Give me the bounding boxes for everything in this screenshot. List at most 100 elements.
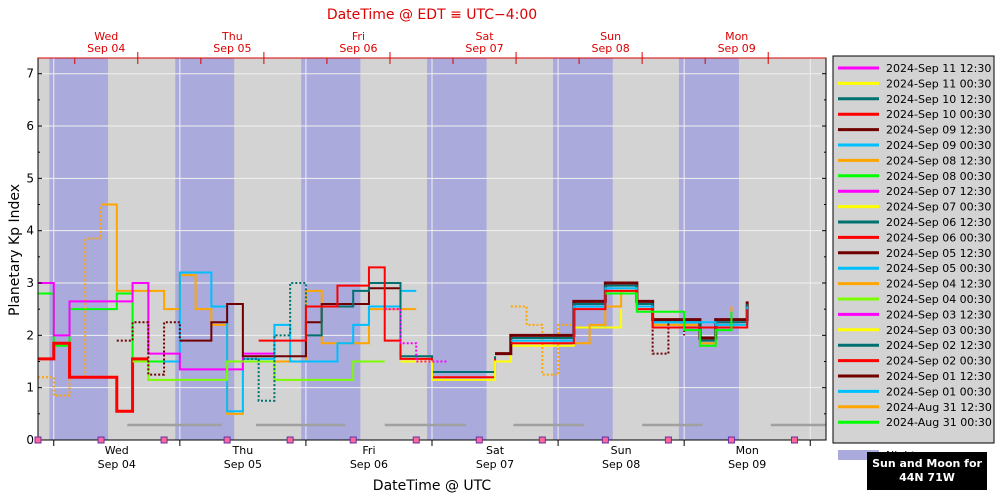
night-band	[49, 58, 109, 440]
x-tick-day: Wed	[105, 444, 129, 457]
x-tick-day: Thu	[232, 444, 254, 457]
top-tick-date: Sep 07	[465, 42, 503, 55]
legend-label: 2024-Sep 07 12:30	[886, 185, 991, 198]
legend-label: 2024-Sep 01 00:30	[886, 385, 991, 398]
legend-label: 2024-Sep 03 12:30	[886, 308, 991, 321]
top-tick-day: Fri	[352, 30, 365, 43]
x-tick-day: Sun	[611, 444, 632, 457]
x-axis-label: DateTime @ UTC	[373, 478, 492, 494]
sun-event-marker	[727, 436, 735, 444]
series-line	[132, 360, 385, 381]
legend-label: 2024-Sep 09 00:30	[886, 139, 991, 152]
legend-label: 2024-Sep 04 00:30	[886, 293, 991, 306]
legend-label: 2024-Aug 31 12:30	[886, 401, 992, 414]
series-line	[242, 282, 307, 402]
x-tick-day: Sat	[486, 444, 505, 457]
legend-label: 2024-Sep 01 12:30	[886, 370, 991, 383]
top-tick-date: Sep 04	[87, 42, 125, 55]
legend: 2024-Sep 11 12:30 2024-Sep 11 00:30 2024-S…	[832, 55, 995, 477]
series-lines	[38, 203, 749, 415]
grid-lines	[38, 58, 826, 440]
sun-event-marker	[286, 436, 294, 444]
night-band	[175, 58, 235, 440]
legend-label: 2024-Sep 05 12:30	[886, 247, 991, 260]
top-tick-day: Sun	[600, 30, 621, 43]
sunmoon-location: 44N 71W	[899, 471, 955, 484]
x-tick-day: Mon	[736, 444, 759, 457]
sun-event-marker	[34, 436, 42, 444]
sun-event-marker	[790, 436, 798, 444]
top-tick-date: Sep 05	[213, 42, 251, 55]
legend-label: 2024-Sep 03 00:30	[886, 324, 991, 337]
series-line	[116, 321, 181, 376]
legend-label: 2024-Sep 08 00:30	[886, 170, 991, 183]
series-line	[384, 308, 448, 363]
legend-label: 2024-Sep 08 12:30	[886, 154, 991, 167]
legend-label: 2024-Sep 10 12:30	[886, 93, 991, 106]
top-tick-date: Sep 06	[339, 42, 377, 55]
y-tick-label: 1	[26, 381, 34, 395]
night-band	[678, 58, 739, 440]
y-tick-label: 3	[26, 276, 34, 290]
sun-event-marker	[664, 436, 672, 444]
y-tick-label: 5	[26, 171, 34, 185]
top-tick-day: Thu	[221, 30, 243, 43]
top-tick-day: Sat	[476, 30, 495, 43]
y-tick-label: 6	[26, 119, 34, 133]
sunmoon-title: Sun and Moon for	[872, 457, 982, 470]
sun-moon-location-box: Sun and Moon for 44N 71W	[867, 452, 987, 490]
top-tick-day: Wed	[94, 30, 118, 43]
sun-event-marker	[412, 436, 420, 444]
y-axis-label: Planetary Kp Index	[7, 184, 23, 316]
legend-label: 2024-Sep 06 12:30	[886, 216, 991, 229]
sun-event-marker	[97, 436, 105, 444]
series-line	[258, 266, 497, 379]
top-tick-date: Sep 08	[591, 42, 629, 55]
x-tick-date: Sep 08	[602, 458, 640, 471]
legend-box	[832, 55, 995, 444]
legend-label: 2024-Sep 11 12:30	[886, 62, 991, 75]
top-tick-date: Sep 09	[718, 42, 756, 55]
x-tick-day: Fri	[362, 444, 375, 457]
legend-label: 2024-Aug 31 00:30	[886, 416, 992, 429]
night-band	[427, 58, 487, 440]
sun-event-marker	[223, 436, 231, 444]
legend-label: 2024-Sep 05 00:30	[886, 262, 991, 275]
series-line	[38, 341, 149, 413]
legend-label: 2024-Sep 07 00:30	[886, 201, 991, 214]
x-tick-date: Sep 04	[98, 458, 136, 471]
series-line	[101, 203, 417, 415]
series-line	[38, 282, 275, 371]
y-tick-label: 2	[26, 328, 34, 342]
legend-moon-swatch	[838, 465, 879, 476]
legend-night-swatch	[838, 450, 879, 460]
series-line	[510, 305, 575, 376]
legend-label: 2024-Sep 10 00:30	[886, 108, 991, 121]
sun-event-marker	[475, 436, 483, 444]
y-tick-label: 0	[26, 433, 34, 447]
night-band	[553, 58, 613, 440]
series-line	[510, 287, 749, 342]
night-band	[301, 58, 361, 440]
chart-title: DateTime @ EDT ≡ UTC−4:00	[327, 7, 537, 23]
x-tick-date: Sep 06	[350, 458, 388, 471]
sun-event-marker	[349, 436, 357, 444]
legend-label: 2024-Sep 11 00:30	[886, 77, 991, 90]
legend-label: 2024-Sep 02 00:30	[886, 355, 991, 368]
x-tick-date: Sep 07	[476, 458, 514, 471]
sun-event-marker	[538, 436, 546, 444]
y-tick-label: 4	[26, 224, 34, 238]
legend-label: 2024-Sep 09 12:30	[886, 124, 991, 137]
top-tick-day: Mon	[725, 30, 748, 43]
legend-label: 2024-Sep 06 00:30	[886, 231, 991, 244]
y-tick-label: 7	[26, 67, 34, 81]
series-line	[605, 292, 733, 347]
legend-label: 2024-Sep 04 12:30	[886, 278, 991, 291]
x-tick-date: Sep 05	[224, 458, 262, 471]
legend-label: 2024-Sep 02 12:30	[886, 339, 991, 352]
sun-event-marker	[160, 436, 168, 444]
sun-event-marker	[601, 436, 609, 444]
x-tick-date: Sep 09	[728, 458, 766, 471]
